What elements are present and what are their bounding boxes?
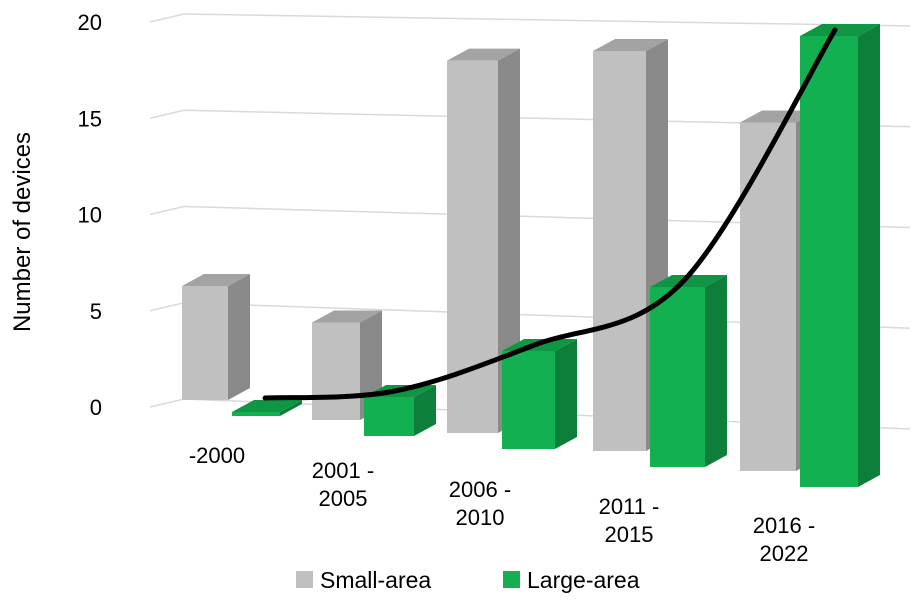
bar-small-area-4-front bbox=[740, 122, 796, 471]
gridline-side-15 bbox=[149, 109, 185, 119]
trendline bbox=[262, 27, 838, 401]
bar-small-area-0-top bbox=[182, 274, 250, 286]
bar-small-area-2-side bbox=[498, 48, 520, 433]
y-axis-ticks: 0 5 10 15 20 bbox=[78, 10, 102, 420]
x-tick-label-2-1: 2010 bbox=[456, 505, 505, 530]
legend: Small-area Large-area bbox=[296, 567, 640, 593]
bar-small-area-0 bbox=[182, 274, 250, 400]
x-tick-label-3-1: 2015 bbox=[605, 522, 654, 547]
bar-large-area-3-front bbox=[650, 287, 705, 467]
bar-small-area-1-top bbox=[312, 310, 382, 323]
y-tick-20: 20 bbox=[78, 10, 102, 35]
bar-large-area-4-front bbox=[800, 36, 858, 487]
x-tick-label-1-1: 2005 bbox=[319, 486, 368, 511]
x-tick-label-1-0: 2001 - bbox=[312, 458, 374, 483]
bar-small-area-3-front bbox=[593, 51, 646, 451]
x-tick-label-0-0: -2000 bbox=[189, 443, 245, 468]
gridline-20 bbox=[183, 13, 911, 27]
y-tick-15: 15 bbox=[78, 106, 102, 131]
bar-small-area-3-top bbox=[593, 39, 668, 51]
bar-large-area-3 bbox=[650, 275, 727, 467]
x-tick-label-3-0: 2011 - bbox=[599, 494, 660, 519]
y-tick-0: 0 bbox=[90, 395, 102, 420]
bar-small-area-1-front bbox=[312, 322, 360, 420]
bar-large-area-4-top bbox=[800, 24, 880, 36]
bar-large-area-1-side bbox=[414, 385, 436, 436]
bar-large-area-3-top bbox=[650, 275, 727, 287]
gridline-side-10 bbox=[149, 205, 185, 216]
bar-large-area-0-top bbox=[232, 400, 302, 412]
bar-large-area-2-front bbox=[502, 351, 555, 449]
bar-large-area-1-front bbox=[364, 397, 414, 436]
legend-label-small-area: Small-area bbox=[320, 567, 431, 593]
bar-large-area-2 bbox=[502, 339, 577, 449]
bar-large-area-0-side bbox=[280, 400, 302, 416]
bars bbox=[182, 24, 880, 487]
y-axis-label: Number of devices bbox=[9, 132, 36, 332]
gridline-side-0 bbox=[149, 398, 185, 408]
x-tick-label-4-1: 2022 bbox=[760, 541, 809, 566]
x-tick-label-4-0: 2016 - bbox=[753, 513, 815, 538]
bar-large-area-2-side bbox=[555, 339, 577, 449]
x-axis-ticks: -2000 2001 - 2005 2006 - 2010 2011 - 2015 2016 … bbox=[189, 443, 815, 566]
legend-swatch-small-area bbox=[296, 571, 313, 588]
bar-small-area-2-top bbox=[447, 48, 520, 61]
bar-small-area-0-side bbox=[228, 274, 250, 400]
y-tick-10: 10 bbox=[78, 203, 102, 228]
bar-large-area-0-front bbox=[232, 412, 280, 416]
bar-large-area-4 bbox=[800, 24, 880, 487]
bar-large-area-3-side bbox=[705, 275, 727, 467]
bar-small-area-0-front bbox=[182, 286, 228, 400]
bar-large-area-4-side bbox=[858, 24, 880, 487]
legend-swatch-large-area bbox=[503, 571, 520, 588]
x-tick-label-2-0: 2006 - bbox=[449, 477, 511, 502]
y-tick-5: 5 bbox=[90, 299, 102, 324]
legend-label-large-area: Large-area bbox=[527, 567, 640, 593]
bar-small-area-4-top bbox=[740, 110, 818, 123]
gridline-side-5 bbox=[149, 302, 185, 312]
bar-large-area-0 bbox=[232, 400, 302, 416]
gridline-side-20 bbox=[149, 13, 185, 23]
